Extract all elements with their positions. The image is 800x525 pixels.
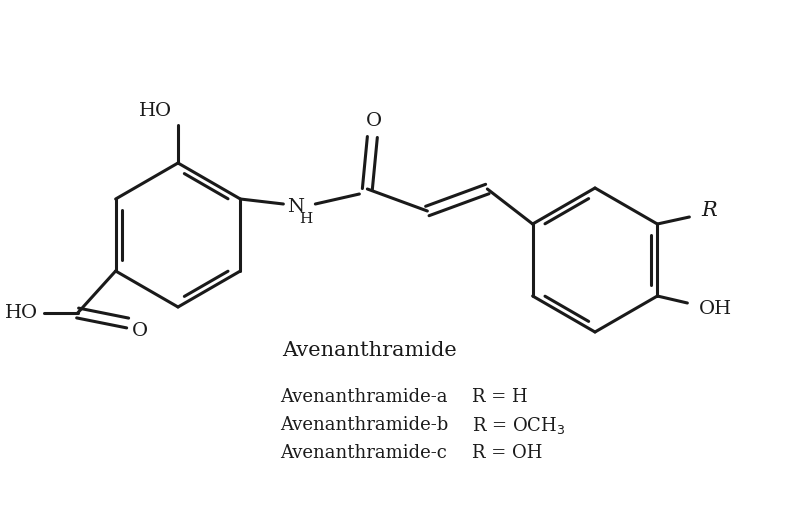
Text: HO: HO — [139, 102, 173, 120]
Text: Avenanthramide-a: Avenanthramide-a — [280, 388, 447, 406]
Text: O: O — [366, 112, 382, 130]
Text: N: N — [287, 198, 304, 216]
Text: O: O — [131, 322, 148, 340]
Text: Avenanthramide-b: Avenanthramide-b — [280, 416, 448, 434]
Text: OH: OH — [698, 300, 732, 318]
Text: Avenanthramide: Avenanthramide — [282, 341, 458, 360]
Text: Avenanthramide-c: Avenanthramide-c — [280, 444, 447, 462]
Text: R = H: R = H — [472, 388, 528, 406]
Text: R = OCH$_3$: R = OCH$_3$ — [472, 415, 566, 436]
Text: HO: HO — [5, 304, 38, 322]
Text: H: H — [298, 212, 312, 226]
Text: R: R — [702, 202, 718, 220]
Text: R = OH: R = OH — [472, 444, 542, 462]
